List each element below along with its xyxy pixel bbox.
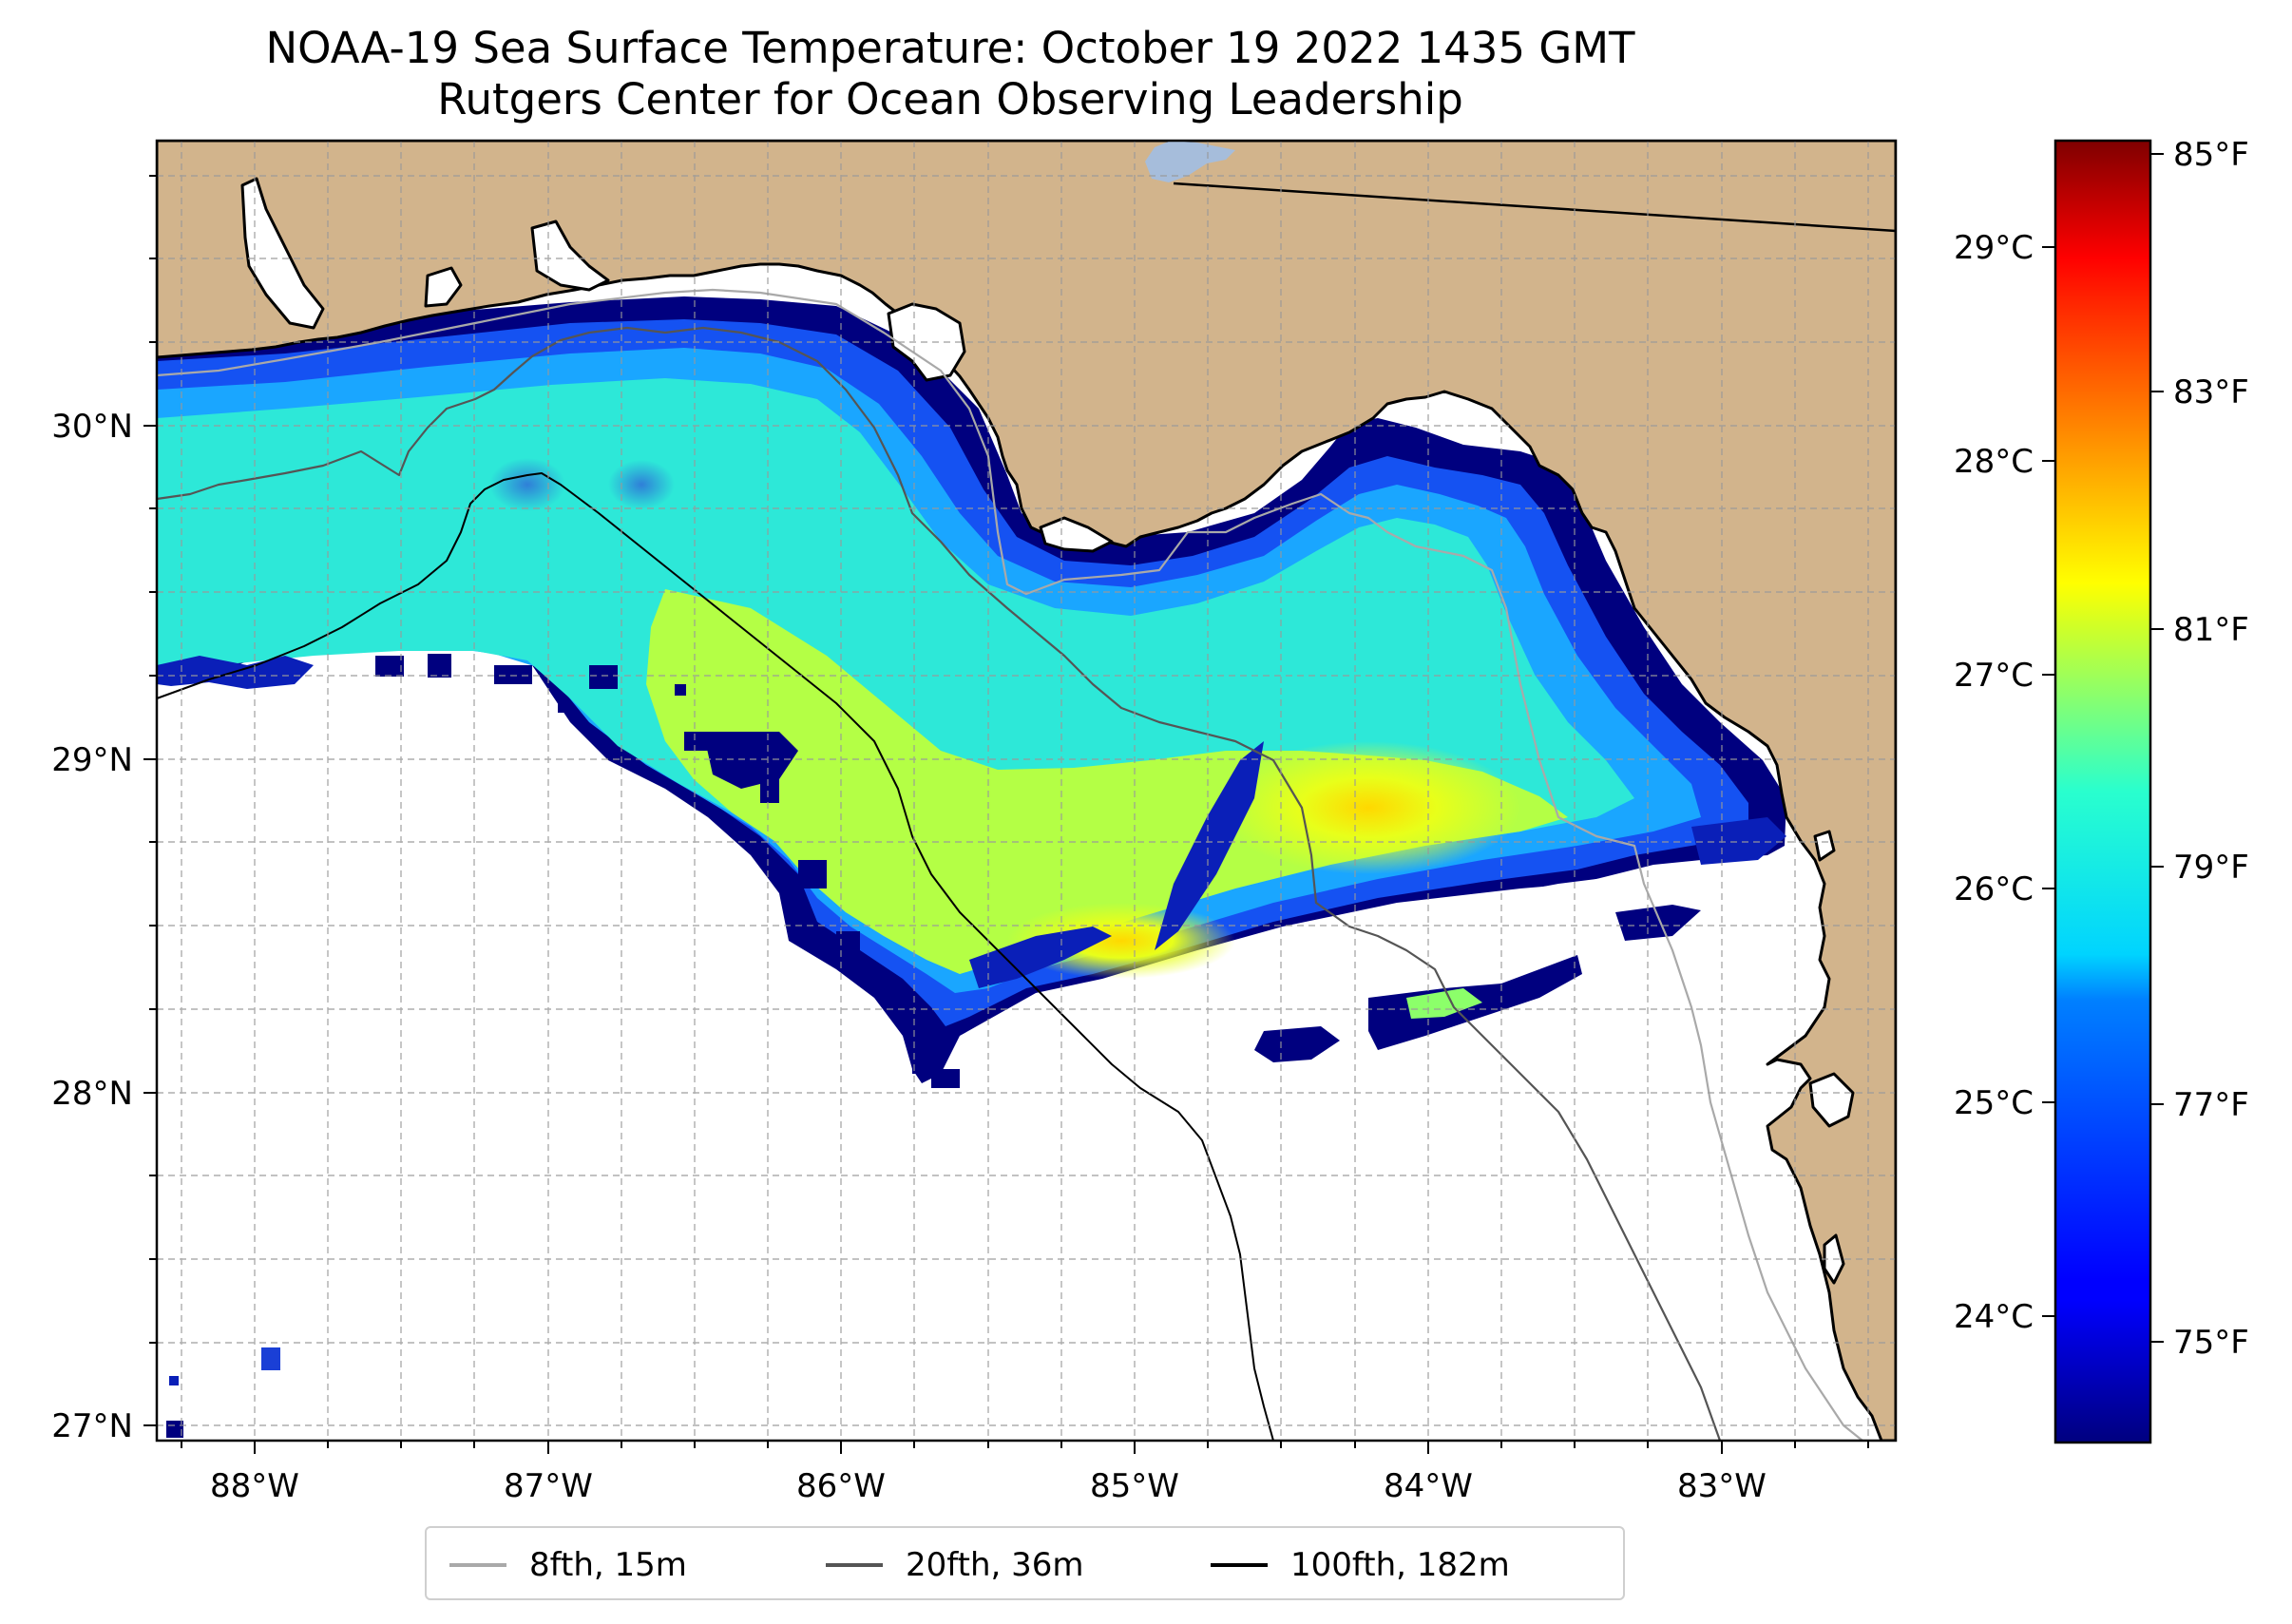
colorbar-gradient	[2053, 139, 2152, 1444]
isobath-182m	[157, 472, 1274, 1441]
colorbar-label-28c: 28°C	[1954, 443, 2034, 481]
isobaths	[157, 288, 1863, 1441]
sst-pixel-3	[169, 1376, 179, 1385]
colorbar-label-26c: 26°C	[1954, 870, 2034, 908]
waccasassa-bay	[1813, 830, 1836, 862]
lon-label-86w: 86°W	[796, 1467, 886, 1505]
colorbar-label-25c: 25°C	[1954, 1084, 2034, 1122]
sst-cold-streak-2	[969, 927, 1112, 988]
sst-patch-east-2	[1691, 817, 1786, 865]
legend-item-20fth: 20fth, 36m	[826, 1528, 1084, 1602]
legend-line-8fth	[449, 1563, 506, 1567]
lat-label-27n: 27°N	[51, 1407, 133, 1445]
colorbar-label-79f: 79°F	[2173, 849, 2249, 887]
state-boundary	[1173, 182, 1896, 233]
sst-patch-south-2-warm	[1406, 988, 1482, 1019]
graticule	[157, 141, 1896, 1441]
map-title-line1: NOAA-19 Sea Surface Temperature: October…	[265, 23, 1635, 73]
sst-cool-eddy-1	[489, 458, 565, 511]
colorbar-fahrenheit-ticks	[2150, 153, 2164, 1343]
sst-patch-south-1	[1254, 1026, 1340, 1062]
sst-cold-streak-1	[1155, 741, 1264, 950]
legend-line-100fth	[1211, 1563, 1268, 1567]
lon-label-88w: 88°W	[210, 1467, 299, 1505]
colorbar-label-83f: 83°F	[2173, 373, 2249, 411]
colorbar-label-29c: 29°C	[1954, 229, 2034, 267]
lon-label-83w: 83°W	[1677, 1467, 1767, 1505]
legend-label-100fth: 100fth, 182m	[1290, 1546, 1510, 1584]
choctawhatchee-bay	[530, 220, 610, 292]
colorbar-label-75f: 75°F	[2173, 1324, 2249, 1362]
colorbar-celsius-ticks	[2042, 246, 2055, 1317]
lat-ticks	[143, 175, 157, 1426]
legend-label-20fth: 20fth, 36m	[906, 1546, 1084, 1584]
legend-line-20fth	[826, 1563, 883, 1567]
lat-label-28n: 28°N	[51, 1075, 133, 1113]
lat-label-29n: 29°N	[51, 741, 133, 779]
cloud-gap-east	[1397, 874, 1672, 960]
isobath-36m	[157, 326, 1722, 1441]
sst-pixel-1	[261, 1347, 280, 1370]
map-area	[157, 141, 1896, 1441]
lat-label-30n: 30°N	[51, 408, 133, 446]
legend-label-8fth: 8fth, 15m	[529, 1546, 687, 1584]
sst-warm-band	[646, 589, 1568, 974]
sst-cool-eddy-2	[608, 460, 675, 509]
legend-item-8fth: 8fth, 15m	[449, 1528, 687, 1602]
colorbar-label-81f: 81°F	[2173, 611, 2249, 649]
sst-warm-core	[1216, 741, 1520, 874]
colorbar-label-77f: 77°F	[2173, 1086, 2249, 1124]
isobath-legend: 8fth, 15m 20fth, 36m 100fth, 182m	[425, 1526, 1625, 1600]
colorbar: 29°C 28°C 27°C 26°C 25°C 24°C 85°F 83°F …	[1954, 136, 2249, 1444]
sst-patch-east	[1615, 905, 1701, 941]
isobath-15m	[157, 288, 1863, 1441]
map-title-line2: Rutgers Center for Ocean Observing Leade…	[437, 74, 1463, 124]
apalachicola-bay	[1039, 516, 1114, 553]
lon-label-85w: 85°W	[1090, 1467, 1179, 1505]
lon-label-87w: 87°W	[504, 1467, 593, 1505]
sst-field	[157, 238, 1786, 1438]
colorbar-label-24c: 24°C	[1954, 1298, 2034, 1336]
legend-item-100fth: 100fth, 182m	[1211, 1528, 1510, 1602]
colorbar-label-85f: 85°F	[2173, 136, 2249, 174]
lake-alabama	[1145, 141, 1235, 182]
pensacola-bay	[424, 266, 463, 308]
sst-patch-mid	[703, 732, 798, 789]
lon-ticks	[181, 1441, 1869, 1454]
map-frame	[155, 139, 1898, 1442]
mobile-bay	[240, 177, 325, 330]
lon-label-84w: 84°W	[1384, 1467, 1473, 1505]
tampa-bay	[1808, 1072, 1855, 1128]
colorbar-label-27c: 27°C	[1954, 657, 2034, 695]
